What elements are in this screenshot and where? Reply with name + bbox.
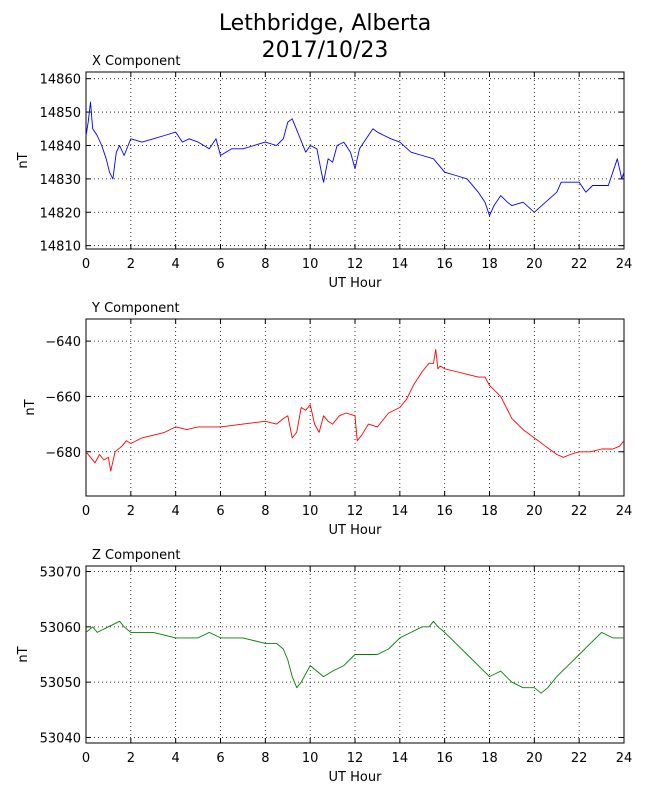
z-axis-label-x: UT Hour — [329, 770, 383, 785]
z-x-tick-label: 10 — [302, 751, 319, 766]
y-x-tick-label: 14 — [392, 504, 409, 519]
x-component-panel: 0 2 4 6 8 10 12 14 16 18 20 22 241481014820148301484… — [16, 54, 632, 291]
x-y-tick-label: 14860 — [40, 73, 81, 88]
z-x-tick-label: 0 — [82, 751, 90, 766]
y-axis-label-x: UT Hour — [329, 523, 383, 538]
y-x-tick-label: 6 — [216, 504, 224, 519]
x-y-tick-label: 14810 — [40, 240, 81, 255]
x-x-tick-label: 4 — [172, 257, 180, 272]
y-x-tick-label: 0 — [82, 504, 90, 519]
x-x-tick-label: 18 — [481, 257, 498, 272]
z-x-tick-label: 12 — [347, 751, 364, 766]
z-x-tick-label: 18 — [481, 751, 498, 766]
x-axis-label-x: UT Hour — [329, 276, 383, 291]
y-component-series-line — [85, 348, 625, 472]
z-x-tick-label: 22 — [571, 751, 588, 766]
z-y-tick-label: 53050 — [40, 676, 81, 691]
z-x-tick-label: 8 — [261, 751, 269, 766]
x-component-series-line — [85, 101, 625, 217]
x-x-tick-label: 14 — [392, 257, 409, 272]
x-component-title: X Component — [92, 54, 181, 69]
z-y-tick-label: 53070 — [40, 566, 81, 581]
x-x-tick-label: 22 — [571, 257, 588, 272]
z-x-tick-label: 4 — [172, 751, 180, 766]
x-x-tick-label: 10 — [302, 257, 319, 272]
y-y-tick-label: −640 — [45, 335, 81, 350]
y-x-tick-label: 16 — [436, 504, 453, 519]
x-y-tick-label: 14830 — [40, 173, 81, 188]
page-title: Lethbridge, Alberta — [218, 11, 432, 36]
z-axis-label-y: nT — [16, 646, 31, 662]
page-subtitle-date: 2017/10/23 — [261, 38, 389, 63]
x-x-tick-label: 12 — [347, 257, 364, 272]
z-y-tick-label: 53060 — [40, 621, 81, 636]
x-y-tick-label: 14820 — [40, 206, 81, 221]
x-y-tick-label: 14850 — [40, 106, 81, 121]
y-y-tick-label: −660 — [45, 390, 81, 405]
x-x-tick-label: 6 — [216, 257, 224, 272]
x-y-tick-label: 14840 — [40, 139, 81, 154]
z-x-tick-label: 24 — [616, 751, 633, 766]
y-x-tick-label: 8 — [261, 504, 269, 519]
y-x-tick-label: 24 — [616, 504, 633, 519]
y-axis-label-y: nT — [23, 399, 38, 415]
y-x-tick-label: 10 — [302, 504, 319, 519]
x-x-tick-label: 2 — [127, 257, 135, 272]
z-x-tick-label: 16 — [436, 751, 453, 766]
x-x-tick-label: 8 — [261, 257, 269, 272]
x-x-tick-label: 16 — [436, 257, 453, 272]
x-axis-label-y: nT — [16, 152, 31, 168]
y-component-title: Y Component — [91, 301, 180, 316]
z-y-tick-label: 53040 — [40, 731, 81, 746]
y-x-tick-label: 20 — [526, 504, 543, 519]
x-x-tick-label: 0 — [82, 257, 90, 272]
z-component-title: Z Component — [92, 548, 181, 563]
y-x-tick-label: 22 — [571, 504, 588, 519]
z-x-tick-label: 6 — [216, 751, 224, 766]
y-x-tick-label: 2 — [127, 504, 135, 519]
y-x-tick-label: 4 — [172, 504, 180, 519]
z-component-series-line — [85, 620, 624, 694]
z-x-tick-label: 2 — [127, 751, 135, 766]
y-x-tick-label: 12 — [347, 504, 364, 519]
x-x-tick-label: 24 — [616, 257, 633, 272]
z-x-tick-label: 14 — [392, 751, 409, 766]
z-x-tick-label: 20 — [526, 751, 543, 766]
z-component-panel: 0 2 4 6 8 10 12 14 16 18 20 22 245304053050530605307… — [16, 548, 632, 785]
x-x-tick-label: 20 — [526, 257, 543, 272]
y-y-tick-label: −680 — [45, 446, 81, 461]
y-x-tick-label: 18 — [481, 504, 498, 519]
